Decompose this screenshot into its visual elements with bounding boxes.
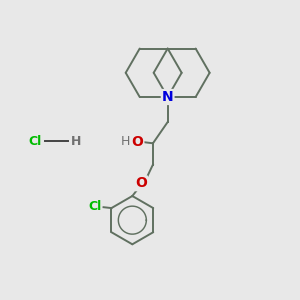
- Text: H: H: [71, 135, 82, 148]
- Text: Cl: Cl: [88, 200, 101, 213]
- Text: O: O: [132, 135, 143, 149]
- Text: H: H: [121, 135, 130, 148]
- Text: N: N: [162, 90, 173, 104]
- Text: O: O: [135, 176, 147, 190]
- Text: Cl: Cl: [28, 135, 42, 148]
